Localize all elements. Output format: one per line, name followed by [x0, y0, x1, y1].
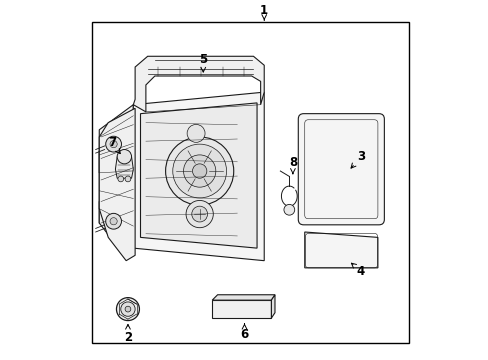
Circle shape [118, 176, 123, 182]
Text: 7: 7 [107, 136, 120, 154]
Polygon shape [99, 105, 133, 248]
Text: 2: 2 [123, 324, 132, 343]
Text: 3: 3 [350, 150, 365, 168]
Circle shape [187, 125, 204, 142]
Circle shape [165, 137, 233, 205]
Circle shape [125, 176, 131, 182]
Circle shape [172, 144, 226, 198]
Polygon shape [99, 137, 133, 173]
Polygon shape [99, 193, 133, 246]
Polygon shape [99, 108, 135, 261]
Circle shape [117, 149, 131, 164]
Circle shape [185, 201, 213, 228]
Polygon shape [133, 56, 264, 112]
Circle shape [191, 206, 207, 222]
Circle shape [110, 218, 117, 225]
Text: 1: 1 [260, 4, 268, 20]
Text: 8: 8 [288, 156, 296, 174]
Polygon shape [212, 295, 274, 300]
Circle shape [121, 302, 135, 316]
Polygon shape [212, 300, 271, 318]
Circle shape [284, 204, 294, 215]
Polygon shape [133, 92, 264, 261]
Polygon shape [140, 103, 257, 248]
Bar [92, 22, 408, 343]
Circle shape [105, 136, 121, 152]
Circle shape [110, 140, 117, 148]
Circle shape [183, 155, 215, 187]
Circle shape [116, 298, 139, 320]
Polygon shape [304, 232, 377, 268]
Polygon shape [271, 295, 274, 318]
Text: 6: 6 [240, 324, 248, 341]
Circle shape [192, 164, 206, 178]
Polygon shape [115, 157, 133, 178]
Circle shape [105, 213, 121, 229]
Circle shape [125, 306, 131, 312]
Text: 5: 5 [199, 53, 207, 72]
FancyBboxPatch shape [298, 114, 384, 225]
Text: 4: 4 [351, 263, 365, 278]
